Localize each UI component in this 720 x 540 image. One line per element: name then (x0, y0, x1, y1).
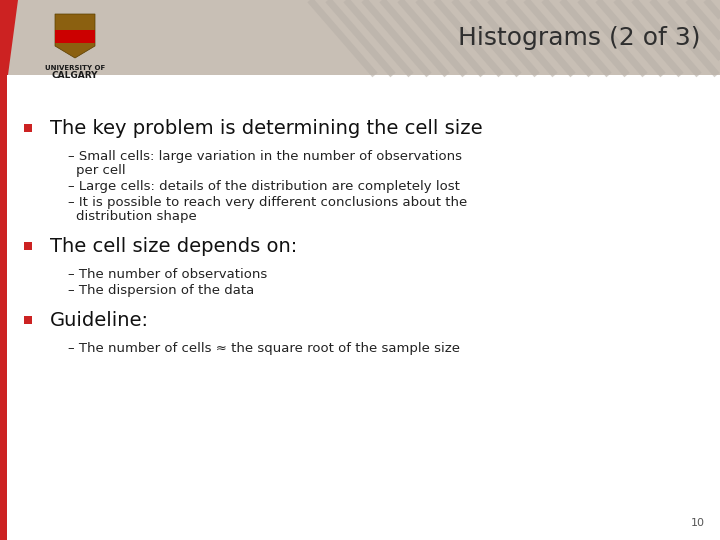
Text: – The dispersion of the data: – The dispersion of the data (68, 284, 254, 297)
Text: Histograms (2 of 3): Histograms (2 of 3) (457, 25, 700, 50)
Text: – It is possible to reach very different conclusions about the: – It is possible to reach very different… (68, 196, 467, 209)
Text: distribution shape: distribution shape (76, 210, 197, 223)
Text: – Small cells: large variation in the number of observations: – Small cells: large variation in the nu… (68, 150, 462, 163)
Bar (24, 316, 32, 324)
Polygon shape (0, 0, 18, 75)
Bar (55, 30, 95, 43)
Text: – The number of observations: – The number of observations (68, 268, 267, 281)
Bar (0, 75, 7, 540)
Text: 10: 10 (691, 518, 705, 528)
Text: – The number of cells ≈ the square root of the sample size: – The number of cells ≈ the square root … (68, 342, 460, 355)
Bar (0, 0, 720, 75)
Polygon shape (55, 14, 95, 58)
Text: per cell: per cell (76, 164, 125, 177)
Bar (24, 242, 32, 250)
Text: The key problem is determining the cell size: The key problem is determining the cell … (50, 118, 482, 138)
Bar (0, 75, 720, 540)
Text: CALGARY: CALGARY (52, 71, 98, 80)
Text: – Large cells: details of the distribution are completely lost: – Large cells: details of the distributi… (68, 180, 460, 193)
Text: The cell size depends on:: The cell size depends on: (50, 237, 297, 255)
Text: Guideline:: Guideline: (50, 310, 149, 329)
Text: UNIVERSITY OF: UNIVERSITY OF (45, 65, 105, 71)
Bar (24, 124, 32, 132)
